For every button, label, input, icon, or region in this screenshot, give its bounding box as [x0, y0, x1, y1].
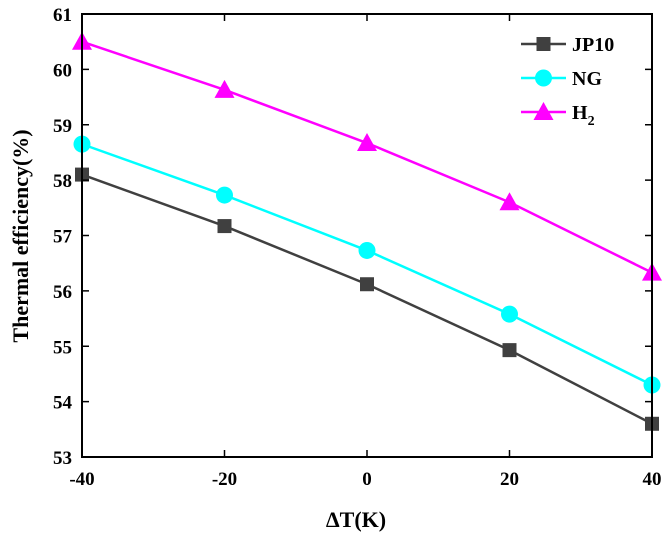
legend: JP10 NG H2	[521, 34, 614, 129]
y-tick-label: 60	[53, 60, 72, 81]
legend-marker	[535, 70, 552, 87]
y-tick-label: 57	[53, 227, 73, 248]
x-tick-label: -40	[69, 469, 94, 490]
y-tick-label: 56	[53, 282, 72, 303]
y-tick-label: 59	[53, 116, 72, 137]
legend-item: H2	[521, 102, 595, 129]
y-tick-label: 54	[53, 393, 73, 414]
x-tick-label: 0	[362, 469, 372, 490]
y-axis-title: Thermal efficiency(%)	[8, 129, 33, 342]
data-point	[360, 277, 374, 291]
data-point	[500, 192, 520, 210]
legend-label: JP10	[572, 34, 614, 56]
data-point	[218, 219, 232, 233]
y-tick-label: 61	[53, 5, 72, 26]
plot-frame	[82, 14, 652, 457]
data-point	[216, 187, 233, 204]
data-point	[503, 343, 517, 357]
legend-marker	[537, 37, 551, 51]
series-layer	[72, 32, 662, 431]
series-ng	[74, 136, 661, 394]
data-point	[359, 242, 376, 259]
y-tick-label: 55	[53, 337, 72, 358]
x-axis-title: ΔT(K)	[326, 507, 386, 532]
legend-label: H2	[572, 102, 595, 129]
data-point	[215, 80, 235, 98]
series-jp10	[75, 168, 659, 431]
legend-item: NG	[521, 68, 602, 90]
data-point	[357, 133, 377, 151]
series-line	[82, 42, 652, 273]
series-line	[82, 144, 652, 385]
legend-label: NG	[572, 68, 602, 90]
series-line	[82, 175, 652, 424]
y-tick-label: 58	[53, 171, 72, 192]
x-tick-label: 40	[643, 469, 662, 490]
x-tick-label: -20	[212, 469, 237, 490]
legend-item: JP10	[521, 34, 614, 56]
x-tick-label: 20	[500, 469, 519, 490]
y-tick-label: 53	[53, 448, 72, 469]
data-point	[501, 306, 518, 323]
